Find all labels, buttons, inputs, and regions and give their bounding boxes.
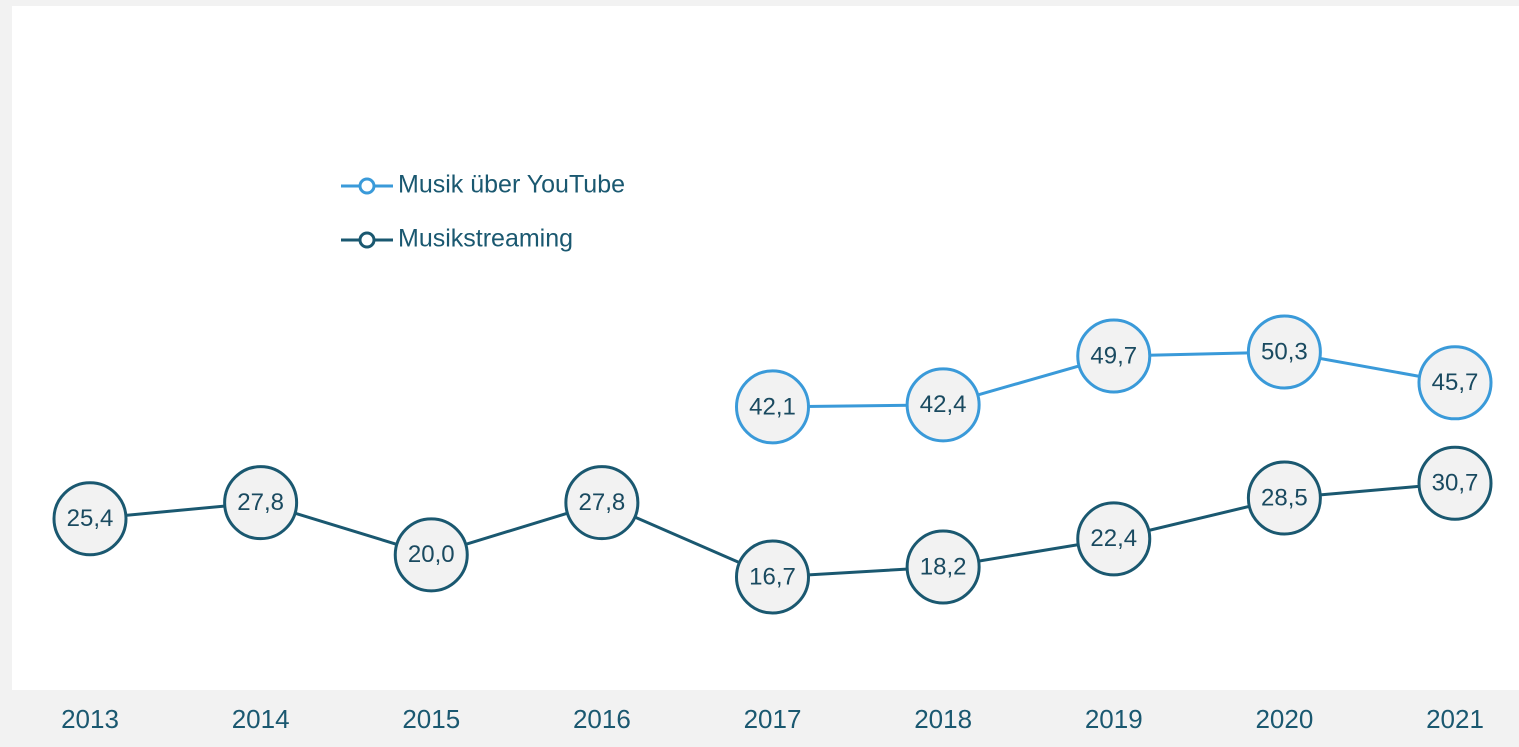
data-label: 50,3 — [1261, 338, 1308, 365]
data-point — [1076, 501, 1152, 577]
x-tick-label: 2020 — [1255, 704, 1313, 734]
data-point — [1076, 318, 1152, 394]
data-label: 30,7 — [1432, 470, 1479, 497]
data-point — [1417, 345, 1493, 421]
data-point — [564, 465, 640, 541]
data-point — [1417, 445, 1493, 521]
data-label: 49,7 — [1090, 342, 1137, 369]
legend-label: Musik über YouTube — [398, 171, 625, 199]
data-label: 16,7 — [749, 563, 796, 590]
data-label: 27,8 — [237, 489, 284, 516]
data-point — [735, 539, 810, 615]
x-tick-label: 2021 — [1426, 704, 1484, 734]
data-label: 22,4 — [1090, 525, 1137, 552]
x-tick-label: 2015 — [402, 704, 460, 734]
legend-label: Musikstreaming — [398, 225, 573, 253]
x-tick-label: 2014 — [232, 704, 290, 734]
data-point — [905, 529, 981, 605]
data-point — [393, 517, 469, 593]
x-tick-label: 2016 — [573, 704, 631, 734]
x-tick-label: 2013 — [61, 704, 119, 734]
data-point — [223, 465, 299, 541]
legend-marker — [358, 231, 376, 249]
data-point — [1246, 314, 1322, 390]
data-point — [735, 369, 810, 445]
x-tick-label: 2019 — [1085, 704, 1143, 734]
data-label: 20,0 — [408, 541, 455, 568]
data-point — [905, 367, 981, 443]
data-point — [1246, 460, 1322, 536]
data-point — [52, 481, 128, 557]
data-label: 18,2 — [920, 553, 967, 580]
data-label: 28,5 — [1261, 484, 1308, 511]
data-label: 27,8 — [579, 489, 626, 516]
data-label: 42,4 — [920, 391, 967, 418]
x-tick-label: 2018 — [914, 704, 972, 734]
legend-marker — [358, 177, 376, 195]
data-label: 45,7 — [1432, 369, 1479, 396]
x-tick-label: 2017 — [744, 704, 802, 734]
data-label: 42,1 — [749, 393, 796, 420]
data-label: 25,4 — [67, 505, 114, 532]
